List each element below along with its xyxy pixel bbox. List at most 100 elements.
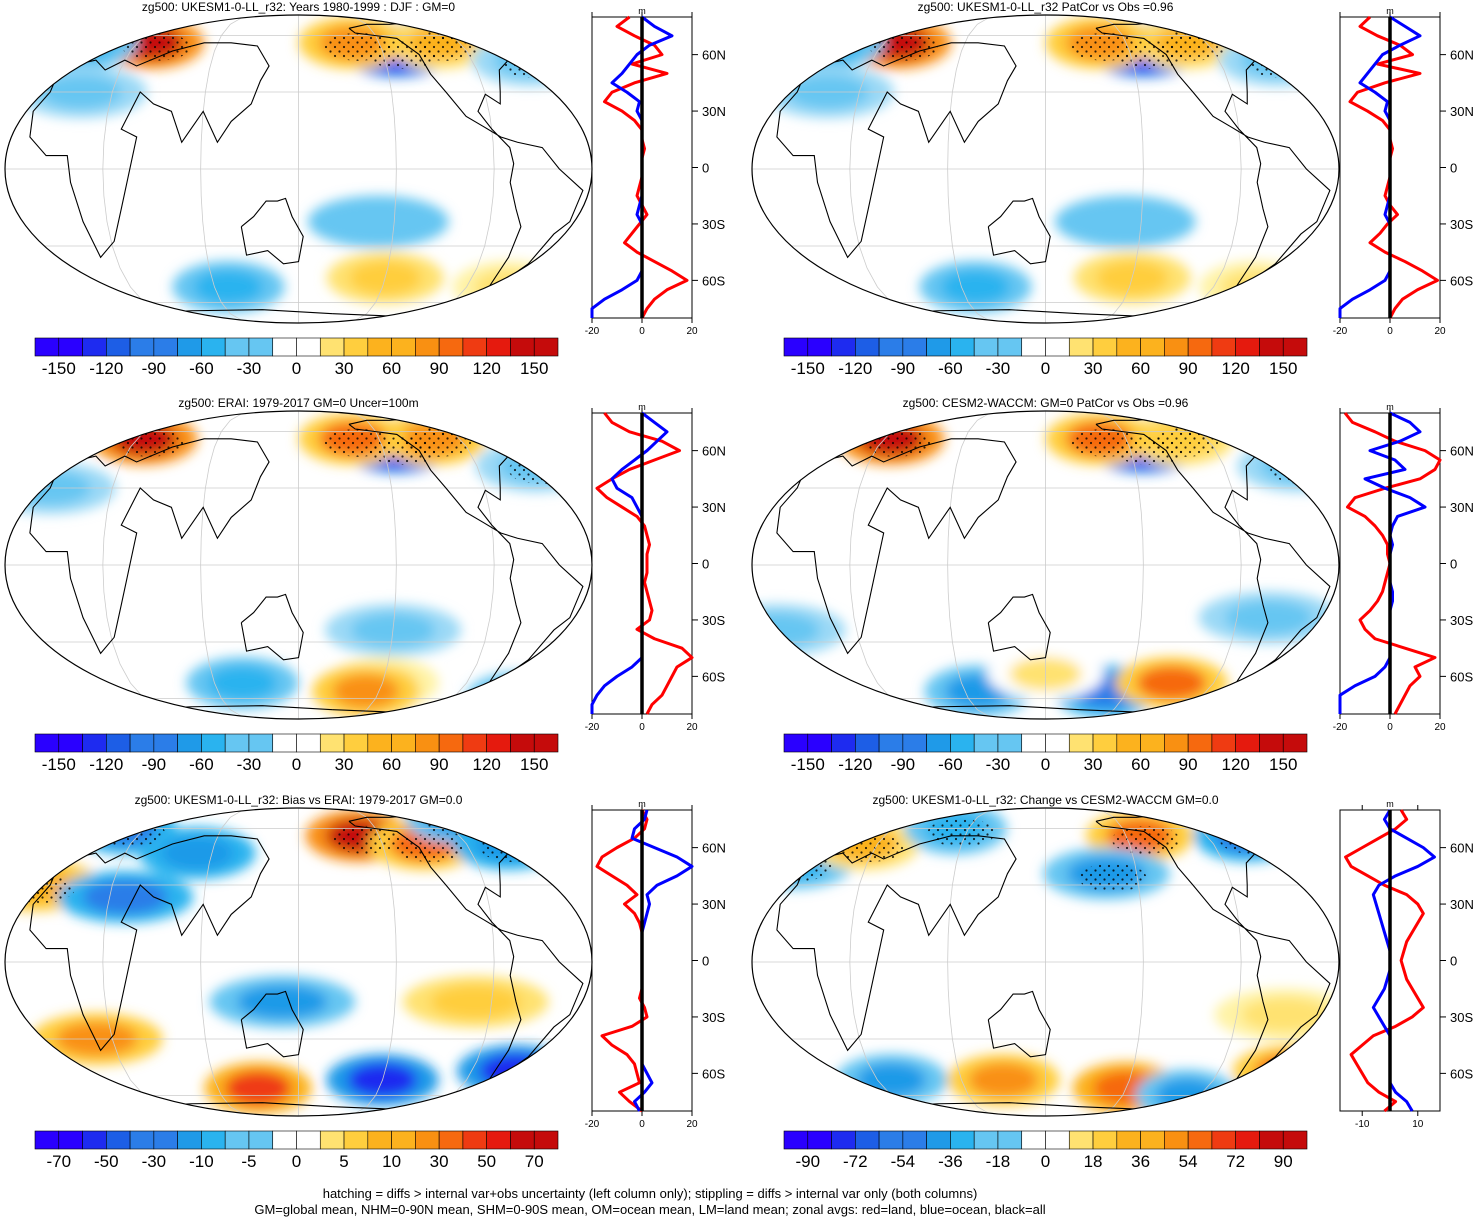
- zonal-series-ocean: [590, 15, 674, 318]
- zonal-y-tick-label: 30N: [1450, 897, 1474, 912]
- colorbar-box: [462, 1130, 487, 1150]
- colorbar-box: [462, 337, 487, 357]
- colorbar-tick-label: 0: [1041, 755, 1050, 774]
- graticule-lon: [947, 411, 1008, 719]
- map-border: [751, 14, 1340, 324]
- zonal-x-tick-label: 0: [639, 1119, 645, 1130]
- anomaly-core: [485, 681, 549, 716]
- zonal-x-tick-label: 0: [1387, 722, 1393, 733]
- zonal-x-tick-label: -20: [585, 326, 600, 337]
- colorbar-box: [82, 337, 107, 357]
- colorbar-box: [438, 337, 464, 357]
- anomaly-core: [1081, 204, 1170, 239]
- colorbar-box: [510, 1130, 535, 1150]
- colorbar-box: [1068, 733, 1094, 753]
- anomaly-core: [1136, 665, 1207, 700]
- colorbar-box: [248, 1130, 274, 1150]
- colorbar-box: [367, 337, 392, 357]
- zonal-x-tick-label: -20: [585, 722, 600, 733]
- colorbar-tick-label: -150: [42, 755, 76, 774]
- coastline: [87, 19, 122, 27]
- zonal-unit-label: m: [1386, 402, 1394, 412]
- colorbar-box: [106, 733, 131, 753]
- colorbar-box: [415, 1130, 440, 1150]
- colorbar-box: [224, 337, 250, 357]
- anomaly-core: [968, 1062, 1039, 1097]
- colorbar-tick-label: -18: [986, 1152, 1011, 1171]
- coastline: [29, 835, 270, 1052]
- zonal-mean-plot: m -20 0 20 60N 30N 0 30S 60S: [585, 402, 726, 733]
- colorbar-box: [129, 733, 155, 753]
- stippling-patch: [1071, 428, 1140, 457]
- anomaly-halo: [457, 1044, 575, 1097]
- colorbar-box: [950, 1130, 975, 1150]
- graticule-lon: [200, 411, 261, 719]
- colorbar-box: [82, 733, 107, 753]
- colorbar-tick-label: -60: [938, 359, 963, 378]
- graticule-lon: [200, 14, 261, 323]
- colorbar-box: [973, 733, 999, 753]
- colorbar-box: [997, 337, 1023, 357]
- colorbar-tick-label: 60: [1131, 755, 1150, 774]
- zonal-y-tick-label: 30S: [1450, 613, 1473, 628]
- colorbar-box: [831, 733, 856, 753]
- colorbar-box: [201, 337, 226, 357]
- colorbar-box: [153, 1130, 178, 1150]
- coastline: [834, 812, 869, 820]
- zonal-y-tick-label: 0: [702, 161, 709, 176]
- colorbar-box: [926, 1130, 951, 1150]
- colorbar-box: [58, 337, 83, 357]
- zonal-y-tick-label: 30S: [702, 1010, 725, 1025]
- colorbar-box: [1164, 733, 1189, 753]
- colorbar-tick-label: 70: [525, 1152, 544, 1171]
- colorbar-box: [1282, 337, 1308, 357]
- colorbar-box: [878, 337, 904, 357]
- colorbar-tick-label: 30: [335, 359, 354, 378]
- zonal-x-tick-label: -20: [585, 1119, 600, 1130]
- colorbar-tick-label: -70: [46, 1152, 71, 1171]
- colorbar-tick-label: -60: [189, 755, 214, 774]
- stippling-patch: [324, 428, 393, 457]
- anomaly-core: [49, 25, 117, 60]
- zonal-series-ocean: [1371, 809, 1436, 1112]
- colorbar-tick-label: 120: [1221, 359, 1249, 378]
- colorbar-box: [272, 337, 297, 357]
- colorbar-tick-label: 50: [477, 1152, 496, 1171]
- stippling-patch: [115, 428, 184, 457]
- colorbar-box: [391, 1130, 416, 1150]
- colorbar-box: [34, 337, 60, 357]
- coastline: [1184, 15, 1258, 37]
- colorbar-box: [997, 1130, 1023, 1150]
- zonal-x-tick-label: -20: [1333, 326, 1348, 337]
- colorbar-tick-label: -120: [89, 755, 123, 774]
- colorbar-box: [106, 337, 131, 357]
- colorbar-tick-label: 10: [382, 1152, 401, 1171]
- colorbar-tick-label: -30: [986, 359, 1011, 378]
- zonal-unit-label: m: [638, 6, 646, 16]
- colorbar-box: [58, 1130, 83, 1150]
- colorbar-box: [1116, 1130, 1141, 1150]
- map-field: [5, 14, 592, 323]
- colorbar-box: [153, 733, 178, 753]
- zonal-y-tick-label: 30N: [1450, 500, 1474, 515]
- zonal-y-tick-label: 30S: [702, 217, 725, 232]
- colorbar-box: [248, 337, 274, 357]
- colorbar-tick-label: 90: [1179, 755, 1198, 774]
- colorbar-tick-label: -150: [42, 359, 76, 378]
- zonal-y-tick-label: 60S: [702, 273, 725, 288]
- colorbar-box: [1187, 1130, 1213, 1150]
- zonal-x-tick-label: -10: [1355, 1119, 1370, 1130]
- zonal-mean-plot: m -20 0 20 60N 30N 0 30S 60S: [585, 6, 726, 337]
- colorbar-tick-label: -36: [938, 1152, 963, 1171]
- colorbar-tick-label: -72: [843, 1152, 868, 1171]
- panel-p1: zg500: UKESM1-0-LL_r32: Years 1980-1999 …: [4, 0, 726, 378]
- zonal-unit-label: m: [638, 799, 646, 809]
- panel-p5: zg500: UKESM1-0-LL_r32: Bias vs ERAI: 19…: [4, 793, 726, 1171]
- colorbar-box: [1164, 1130, 1189, 1150]
- colorbar-box: [1235, 337, 1260, 357]
- panel-p4: zg500: CESM2-WACCM: GM=0 PatCor vs Obs =…: [751, 396, 1474, 774]
- colorbar-box: [1140, 733, 1165, 753]
- colorbar-tick-label: 120: [472, 755, 500, 774]
- colorbar-box: [1021, 337, 1046, 357]
- stippling-patch: [96, 818, 165, 847]
